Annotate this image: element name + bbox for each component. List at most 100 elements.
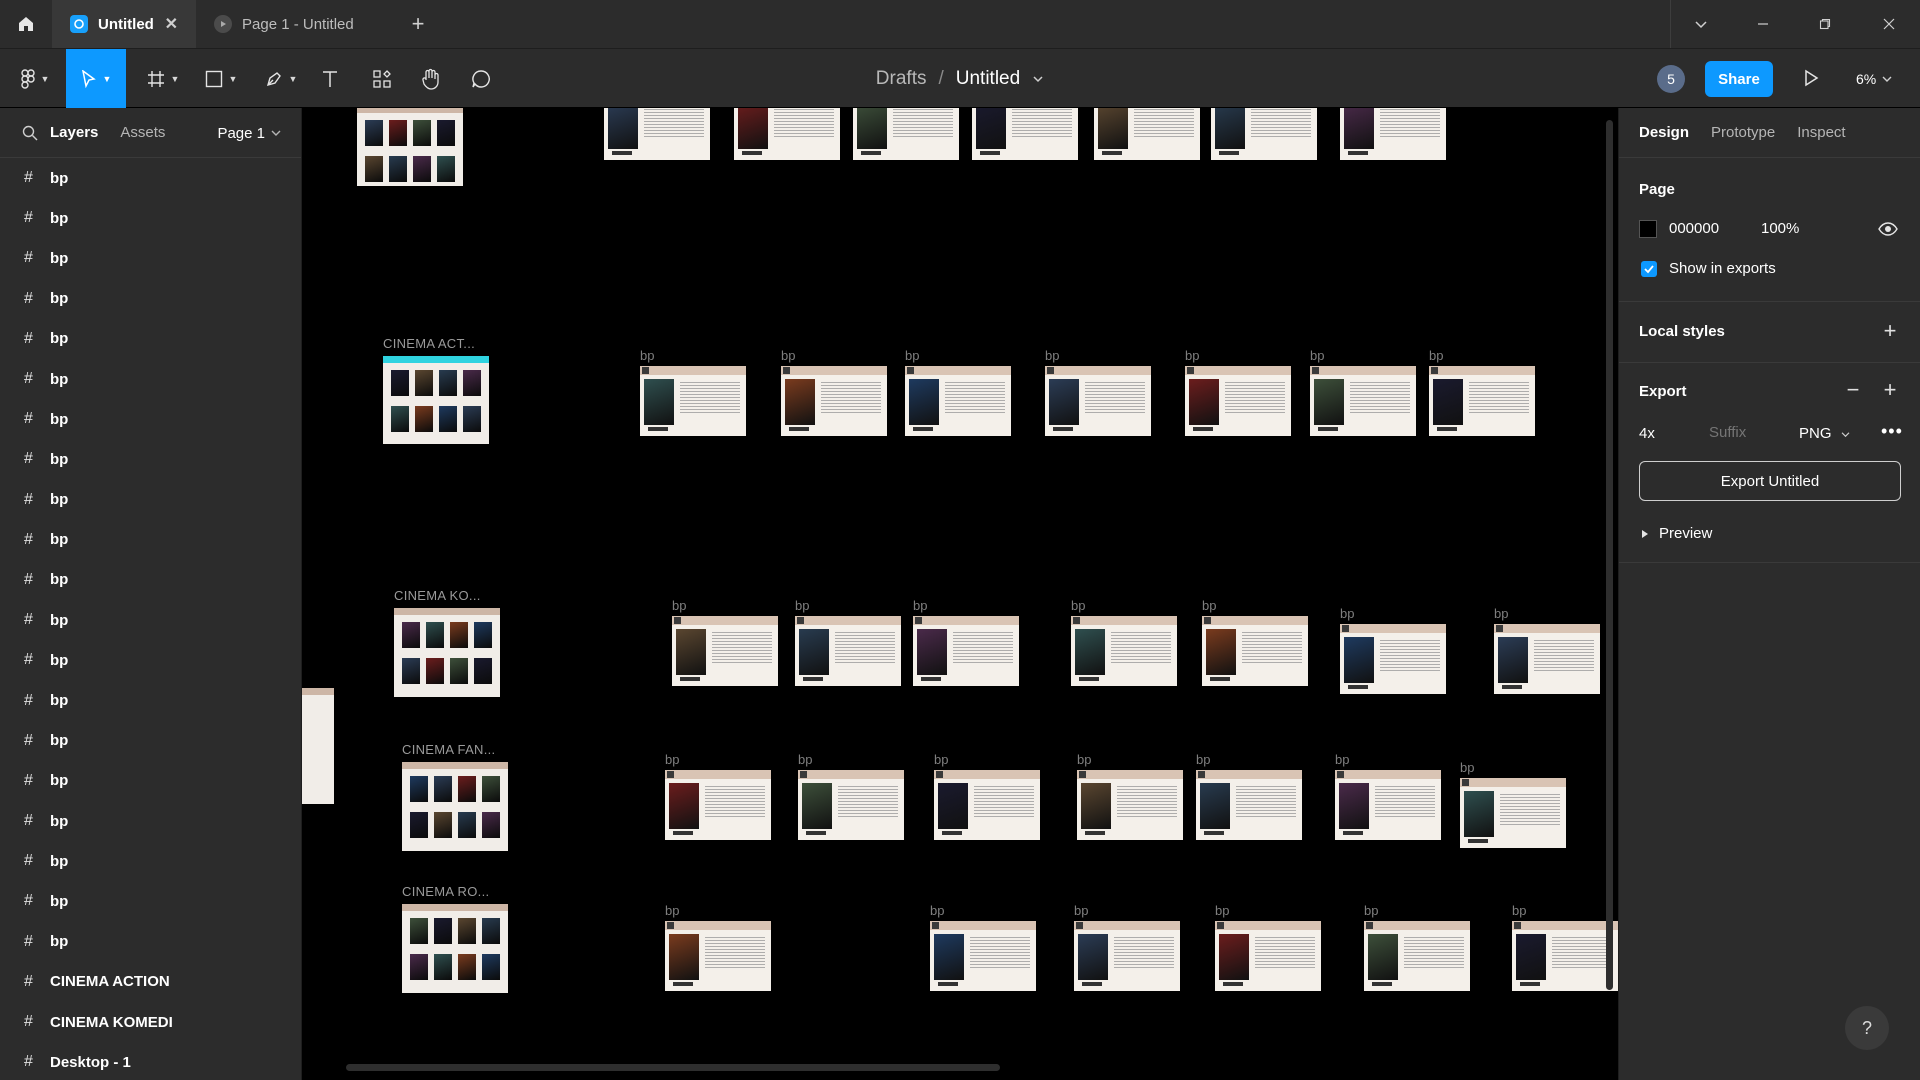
export-format-select[interactable]: PNG bbox=[1799, 425, 1850, 442]
close-window-button[interactable] bbox=[1858, 0, 1920, 48]
desktop-frame[interactable] bbox=[302, 688, 334, 804]
new-tab-button[interactable]: + bbox=[404, 0, 432, 48]
movie-frame[interactable] bbox=[1512, 921, 1618, 991]
movie-frame[interactable] bbox=[1074, 921, 1180, 991]
page-color-swatch[interactable] bbox=[1639, 220, 1657, 238]
movie-frame[interactable] bbox=[640, 366, 746, 436]
movie-frame[interactable] bbox=[1094, 108, 1200, 160]
layer-row[interactable]: # bp bbox=[0, 238, 301, 278]
comment-tool-button[interactable] bbox=[462, 49, 500, 108]
frame-label[interactable]: bp bbox=[795, 598, 810, 613]
frame-label[interactable]: bp bbox=[672, 598, 687, 613]
group-label[interactable]: CINEMA ACT... bbox=[383, 336, 476, 351]
minimize-button[interactable] bbox=[1732, 0, 1794, 48]
horizontal-scrollbar[interactable] bbox=[346, 1064, 1000, 1071]
tab-inspect[interactable]: Inspect bbox=[1797, 124, 1846, 141]
page-color-hex[interactable]: 000000 bbox=[1669, 220, 1720, 237]
layer-row[interactable]: # bp bbox=[0, 198, 301, 238]
tab-layers[interactable]: Layers bbox=[50, 124, 99, 141]
frame-label[interactable]: bp bbox=[1494, 606, 1509, 621]
category-frame[interactable] bbox=[357, 108, 463, 186]
movie-frame[interactable] bbox=[1340, 108, 1446, 160]
movie-frame[interactable] bbox=[781, 366, 887, 436]
frame-label[interactable]: bp bbox=[1077, 752, 1092, 767]
layer-row[interactable]: # bp bbox=[0, 640, 301, 680]
avatar[interactable]: 5 bbox=[1657, 65, 1685, 93]
movie-frame[interactable] bbox=[1215, 921, 1321, 991]
export-button[interactable]: Export Untitled bbox=[1639, 461, 1901, 501]
pen-tool-button[interactable]: ▼ bbox=[256, 49, 306, 108]
movie-frame[interactable] bbox=[798, 770, 904, 840]
frame-label[interactable]: bp bbox=[1215, 903, 1230, 918]
frame-label[interactable]: bp bbox=[1071, 598, 1086, 613]
restore-button[interactable] bbox=[1794, 0, 1856, 48]
frame-label[interactable]: bp bbox=[665, 752, 680, 767]
layer-row[interactable]: # bp bbox=[0, 279, 301, 319]
preview-toggle[interactable]: Preview bbox=[1641, 525, 1712, 542]
resources-button[interactable] bbox=[364, 49, 400, 108]
movie-frame[interactable] bbox=[853, 108, 959, 160]
share-button[interactable]: Share bbox=[1705, 61, 1773, 97]
frame-label[interactable]: bp bbox=[1340, 606, 1355, 621]
frame-label[interactable]: bp bbox=[1074, 903, 1089, 918]
frame-label[interactable]: bp bbox=[930, 903, 945, 918]
tab-design[interactable]: Design bbox=[1639, 124, 1690, 141]
layer-row[interactable]: # bp bbox=[0, 439, 301, 479]
minus-icon[interactable]: − bbox=[1846, 377, 1860, 402]
tab-prototype[interactable]: Prototype bbox=[1711, 124, 1776, 141]
frame-label[interactable]: bp bbox=[1202, 598, 1217, 613]
frame-label[interactable]: bp bbox=[1364, 903, 1379, 918]
move-tool-button[interactable]: ▼ bbox=[66, 49, 126, 108]
zoom-menu[interactable]: 6% bbox=[1856, 49, 1892, 108]
frame-label[interactable]: bp bbox=[934, 752, 949, 767]
movie-frame[interactable] bbox=[1077, 770, 1183, 840]
movie-frame[interactable] bbox=[913, 616, 1019, 686]
more-options-icon[interactable]: ••• bbox=[1881, 421, 1903, 441]
layer-row[interactable]: # bp bbox=[0, 841, 301, 881]
frame-label[interactable]: bp bbox=[1310, 348, 1325, 363]
layer-row[interactable]: # bp bbox=[0, 881, 301, 921]
text-tool-button[interactable] bbox=[312, 49, 348, 108]
movie-frame[interactable] bbox=[1335, 770, 1441, 840]
movie-frame[interactable] bbox=[672, 616, 778, 686]
tab-list-button[interactable] bbox=[1670, 0, 1732, 48]
movie-frame[interactable] bbox=[1310, 366, 1416, 436]
eye-icon[interactable] bbox=[1877, 218, 1899, 240]
breadcrumb-drafts[interactable]: Drafts bbox=[875, 67, 927, 89]
layer-row[interactable]: # bp bbox=[0, 158, 301, 198]
layer-row[interactable]: # bp bbox=[0, 721, 301, 761]
export-suffix-input[interactable] bbox=[1709, 417, 1781, 447]
movie-frame[interactable] bbox=[795, 616, 901, 686]
layer-row[interactable]: # bp bbox=[0, 922, 301, 962]
movie-frame[interactable] bbox=[1211, 108, 1317, 160]
movie-frame[interactable] bbox=[905, 366, 1011, 436]
group-label[interactable]: CINEMA RO... bbox=[402, 884, 490, 899]
layer-row[interactable]: # Desktop - 1 bbox=[0, 1042, 301, 1080]
layer-row[interactable]: # bp bbox=[0, 399, 301, 439]
frame-label[interactable]: bp bbox=[905, 348, 920, 363]
layer-row[interactable]: # CINEMA KOMEDI bbox=[0, 1002, 301, 1042]
movie-frame[interactable] bbox=[1202, 616, 1308, 686]
frame-label[interactable]: bp bbox=[640, 348, 655, 363]
frame-label[interactable]: bp bbox=[665, 903, 680, 918]
layer-row[interactable]: # bp bbox=[0, 520, 301, 560]
layer-row[interactable]: # CINEMA ACTION bbox=[0, 962, 301, 1002]
category-frame[interactable] bbox=[402, 904, 508, 993]
help-button[interactable]: ? bbox=[1845, 1006, 1889, 1050]
layer-row[interactable]: # bp bbox=[0, 560, 301, 600]
movie-frame[interactable] bbox=[604, 108, 710, 160]
movie-frame[interactable] bbox=[1340, 624, 1446, 694]
category-frame[interactable] bbox=[383, 356, 489, 444]
chevron-down-icon[interactable] bbox=[1032, 74, 1044, 84]
layer-row[interactable]: # bp bbox=[0, 359, 301, 399]
movie-frame[interactable] bbox=[1196, 770, 1302, 840]
tab-assets[interactable]: Assets bbox=[120, 124, 166, 141]
movie-frame[interactable] bbox=[665, 770, 771, 840]
layer-row[interactable]: # bp bbox=[0, 761, 301, 801]
category-frame[interactable] bbox=[394, 608, 500, 697]
category-frame[interactable] bbox=[402, 762, 508, 851]
home-button[interactable] bbox=[0, 0, 52, 48]
layer-row[interactable]: # bp bbox=[0, 600, 301, 640]
shape-tool-button[interactable]: ▼ bbox=[196, 49, 246, 108]
layer-row[interactable]: # bp bbox=[0, 801, 301, 841]
